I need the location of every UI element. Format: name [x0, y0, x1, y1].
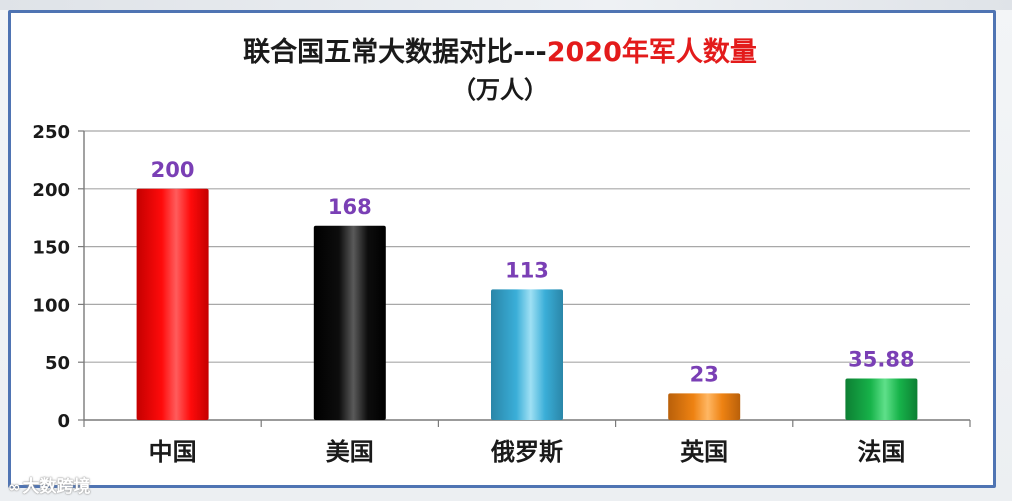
data-label-4: 35.88 — [848, 348, 914, 372]
bar-4 — [845, 378, 918, 420]
category-label-2: 俄罗斯 — [490, 438, 563, 466]
category-label-0: 中国 — [149, 438, 197, 466]
bar-1 — [313, 225, 386, 420]
window-top-strip — [0, 0, 1012, 10]
category-label-3: 英国 — [680, 438, 728, 466]
data-label-3: 23 — [690, 362, 719, 386]
y-tick-label-0: 0 — [57, 411, 70, 432]
chart-title-main: 联合国五常大数据对比--- — [243, 37, 547, 68]
bar-3 — [668, 393, 741, 420]
chart-title-accent: 2020年军人数量 — [546, 37, 757, 68]
y-tick-label-200: 200 — [32, 180, 70, 201]
chart-title: 联合国五常大数据对比---2020年军人数量 — [150, 30, 850, 69]
data-label-1: 168 — [328, 195, 372, 219]
y-tick-label-50: 50 — [45, 353, 70, 374]
data-label-0: 200 — [151, 158, 195, 182]
category-label-1: 美国 — [326, 438, 374, 466]
data-label-2: 113 — [505, 258, 549, 282]
watermark: ∞ 大数跨境 — [8, 472, 91, 497]
watermark-logo-icon: ∞ — [8, 478, 21, 496]
category-label-4: 法国 — [857, 438, 905, 466]
bar-2 — [491, 289, 563, 420]
bar-0 — [136, 188, 209, 420]
watermark-text: 大数跨境 — [22, 477, 91, 497]
labels: 0 50 100 150 200 250 200 中国 168 美国 113 俄罗斯 23 英国 35.88… — [32, 122, 914, 466]
y-tick-label-100: 100 — [32, 295, 70, 316]
y-tick-label-150: 150 — [32, 238, 70, 259]
bars — [136, 188, 918, 420]
y-tick-label-250: 250 — [32, 122, 70, 143]
chart-unit-subtitle: （万人） — [452, 76, 548, 104]
